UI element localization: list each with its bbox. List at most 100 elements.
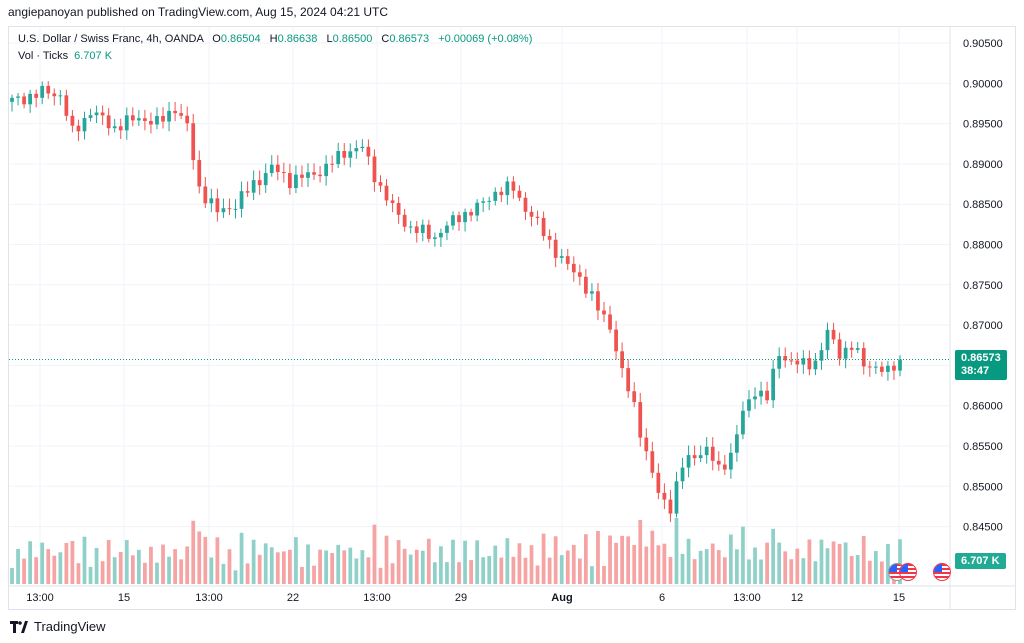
candle-body: [855, 348, 860, 350]
close-value: 0.86573: [389, 33, 430, 45]
candle-body: [408, 226, 413, 228]
volume-bar: [390, 563, 395, 584]
candle-body: [46, 85, 51, 94]
candle-body: [783, 356, 788, 361]
volume-bar: [94, 547, 99, 584]
volume-bar: [396, 540, 401, 584]
volume-bar: [795, 548, 800, 584]
candle-body: [426, 224, 431, 239]
volume-bar: [46, 549, 51, 584]
y-tick-label: 0.87000: [963, 320, 1003, 332]
volume-bar: [855, 555, 860, 584]
volume-bar: [40, 542, 45, 584]
candle-body: [58, 95, 63, 97]
volume-bar: [614, 542, 618, 584]
candle-body: [288, 173, 292, 189]
candle-body: [668, 499, 673, 514]
volume-bar: [269, 547, 274, 584]
volume-bar: [807, 539, 812, 584]
candle-body: [366, 146, 371, 157]
symbol-label[interactable]: U.S. Dollar / Swiss Franc, 4h, OANDA: [18, 33, 204, 45]
volume-bar: [662, 543, 667, 584]
candle-body: [577, 272, 582, 277]
candle-body: [632, 391, 637, 403]
candle-body: [801, 358, 806, 365]
candle-body: [505, 181, 510, 196]
volume-bar: [161, 544, 165, 584]
volume-bar: [505, 538, 510, 584]
volume-bar: [837, 543, 842, 584]
candle-body: [867, 366, 872, 368]
volume-bar: [221, 563, 226, 584]
high-label: H: [269, 33, 278, 45]
candle-body: [873, 366, 878, 368]
volume-bar: [831, 541, 836, 584]
footer-branding[interactable]: TradingView: [10, 619, 106, 634]
candle-body: [294, 174, 298, 189]
volume-bar: [565, 550, 570, 584]
volume-label[interactable]: Vol · Ticks: [18, 50, 69, 62]
y-tick-label: 0.89500: [963, 119, 1003, 131]
y-tick-label: 0.85500: [963, 441, 1003, 453]
volume-bar: [106, 539, 111, 584]
volume-bar: [251, 539, 256, 584]
candle-body: [155, 115, 159, 125]
candle-body: [106, 115, 111, 129]
volume-bar: [499, 557, 504, 584]
volume-bar: [215, 537, 220, 584]
volume-bar: [143, 562, 147, 584]
us-flag-icon[interactable]: [899, 563, 917, 581]
candle-body: [559, 256, 564, 258]
candle-body: [179, 113, 184, 116]
volume-bar: [245, 563, 250, 584]
volume-bar: [209, 557, 214, 584]
volume-bar: [650, 530, 655, 584]
candle-body: [300, 174, 304, 178]
volume-bar: [710, 543, 715, 584]
volume-bar: [481, 557, 486, 584]
candle-body: [173, 110, 177, 114]
candle-body: [584, 276, 588, 294]
volume-bar: [336, 544, 341, 584]
candle-body: [275, 164, 280, 173]
candle-body: [547, 235, 552, 240]
y-tick-label: 0.85000: [963, 481, 1003, 493]
candle-body: [209, 198, 214, 204]
candle-body: [336, 151, 341, 165]
volume-bar: [849, 556, 854, 584]
candle-body: [511, 181, 516, 191]
volume-bar: [348, 547, 353, 584]
volume-bar: [898, 539, 902, 584]
volume-bar: [638, 519, 643, 584]
volume-bar: [88, 566, 93, 584]
volume-bar: [668, 556, 673, 584]
candle-body: [451, 215, 455, 226]
volume-bar: [149, 546, 153, 584]
volume-bar: [384, 535, 389, 584]
candle-body: [457, 215, 461, 223]
candle-body: [40, 85, 45, 98]
volume-bar: [698, 550, 703, 584]
volume-bar: [227, 549, 232, 584]
volume-bar: [644, 546, 649, 584]
candle-body: [565, 256, 570, 264]
volume-bar: [203, 536, 208, 584]
candle-body: [245, 191, 250, 193]
x-tick-label: 12: [791, 592, 803, 604]
volume-bar: [571, 544, 576, 584]
volume-bar: [179, 559, 184, 584]
candle-body: [76, 125, 81, 132]
candle-body: [825, 329, 830, 351]
us-flag-icon[interactable]: [933, 563, 951, 581]
candle-body: [420, 224, 425, 233]
candle-body: [34, 93, 39, 98]
volume-bar: [173, 549, 177, 584]
candle-body: [161, 115, 165, 122]
candle-body: [861, 348, 866, 367]
volume-bar: [366, 557, 371, 584]
candle-body: [124, 115, 129, 131]
candle-body: [324, 163, 328, 177]
volume-bar: [420, 550, 425, 584]
volume-bar: [312, 565, 316, 584]
